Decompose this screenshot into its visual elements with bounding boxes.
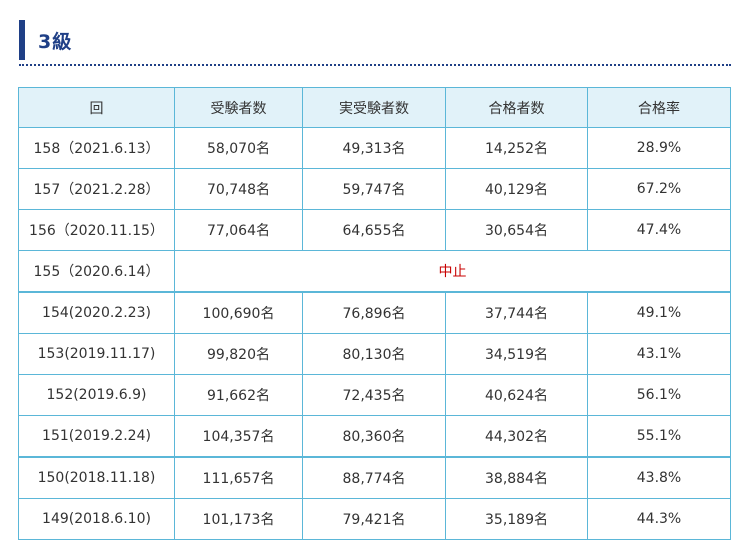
pass-rate-cell: 43.1% [587, 333, 731, 375]
header-passed: 合格者数 [445, 87, 588, 128]
pass-rate-cell: 28.9% [587, 127, 731, 169]
table-row: 152(2019.6.9) 91,662名 72,435名 40,624名 56… [18, 374, 731, 416]
heading-accent-bar [19, 20, 25, 60]
passed-cell: 34,519名 [445, 333, 588, 375]
pass-rate-cell: 55.1% [587, 415, 731, 458]
passed-cell: 30,654名 [445, 209, 588, 251]
passed-cell: 35,189名 [445, 498, 588, 540]
applicants-cell: 101,173名 [174, 498, 303, 540]
session-cell: 158（2021.6.13） [18, 127, 175, 169]
passed-cell: 14,252名 [445, 127, 588, 169]
table-row: 153(2019.11.17) 99,820名 80,130名 34,519名 … [18, 333, 731, 375]
header-examinees: 実受験者数 [302, 87, 446, 128]
table-row-cancelled: 155（2020.6.14） 中止 [18, 250, 731, 293]
section-title: 3級 [38, 31, 73, 53]
pass-rate-cell: 49.1% [587, 291, 731, 334]
examinees-cell: 88,774名 [302, 456, 446, 499]
pass-rate-cell: 67.2% [587, 168, 731, 210]
applicants-cell: 91,662名 [174, 374, 303, 416]
passed-cell: 37,744名 [445, 291, 588, 334]
applicants-cell: 58,070名 [174, 127, 303, 169]
applicants-cell: 70,748名 [174, 168, 303, 210]
exam-results-table: 回 受験者数 実受験者数 合格者数 合格率 158（2021.6.13） 58,… [18, 87, 731, 540]
pass-rate-cell: 56.1% [587, 374, 731, 416]
table-header-row: 回 受験者数 実受験者数 合格者数 合格率 [18, 87, 731, 128]
examinees-cell: 64,655名 [302, 209, 446, 251]
session-cell: 151(2019.2.24) [18, 415, 175, 458]
session-cell: 156（2020.11.15） [18, 209, 175, 251]
passed-cell: 40,129名 [445, 168, 588, 210]
header-session: 回 [18, 87, 175, 128]
examinees-cell: 79,421名 [302, 498, 446, 540]
pass-rate-cell: 43.8% [587, 456, 731, 499]
table-row: 150(2018.11.18) 111,657名 88,774名 38,884名… [18, 456, 731, 499]
applicants-cell: 104,357名 [174, 415, 303, 458]
table-row: 156（2020.11.15） 77,064名 64,655名 30,654名 … [18, 209, 731, 251]
table-row: 154(2020.2.23) 100,690名 76,896名 37,744名 … [18, 291, 731, 334]
examinees-cell: 80,130名 [302, 333, 446, 375]
passed-cell: 38,884名 [445, 456, 588, 499]
session-cell: 155（2020.6.14） [18, 250, 175, 293]
applicants-cell: 99,820名 [174, 333, 303, 375]
applicants-cell: 111,657名 [174, 456, 303, 499]
applicants-cell: 77,064名 [174, 209, 303, 251]
passed-cell: 44,302名 [445, 415, 588, 458]
applicants-cell: 100,690名 [174, 291, 303, 334]
header-pass-rate: 合格率 [587, 87, 731, 128]
session-cell: 149(2018.6.10) [18, 498, 175, 540]
session-cell: 152(2019.6.9) [18, 374, 175, 416]
passed-cell: 40,624名 [445, 374, 588, 416]
examinees-cell: 59,747名 [302, 168, 446, 210]
table-row: 157（2021.2.28） 70,748名 59,747名 40,129名 6… [18, 168, 731, 210]
examinees-cell: 80,360名 [302, 415, 446, 458]
table-row: 158（2021.6.13） 58,070名 49,313名 14,252名 2… [18, 127, 731, 169]
session-cell: 153(2019.11.17) [18, 333, 175, 375]
examinees-cell: 49,313名 [302, 127, 446, 169]
session-cell: 157（2021.2.28） [18, 168, 175, 210]
table-row: 151(2019.2.24) 104,357名 80,360名 44,302名 … [18, 415, 731, 458]
table-row: 149(2018.6.10) 101,173名 79,421名 35,189名 … [18, 498, 731, 540]
examinees-cell: 72,435名 [302, 374, 446, 416]
pass-rate-cell: 47.4% [587, 209, 731, 251]
examinees-cell: 76,896名 [302, 291, 446, 334]
session-cell: 150(2018.11.18) [18, 456, 175, 499]
header-applicants: 受験者数 [174, 87, 303, 128]
pass-rate-cell: 44.3% [587, 498, 731, 540]
cancelled-notice: 中止 [174, 250, 731, 293]
section-heading: 3級 [19, 18, 731, 66]
session-cell: 154(2020.2.23) [18, 291, 175, 334]
